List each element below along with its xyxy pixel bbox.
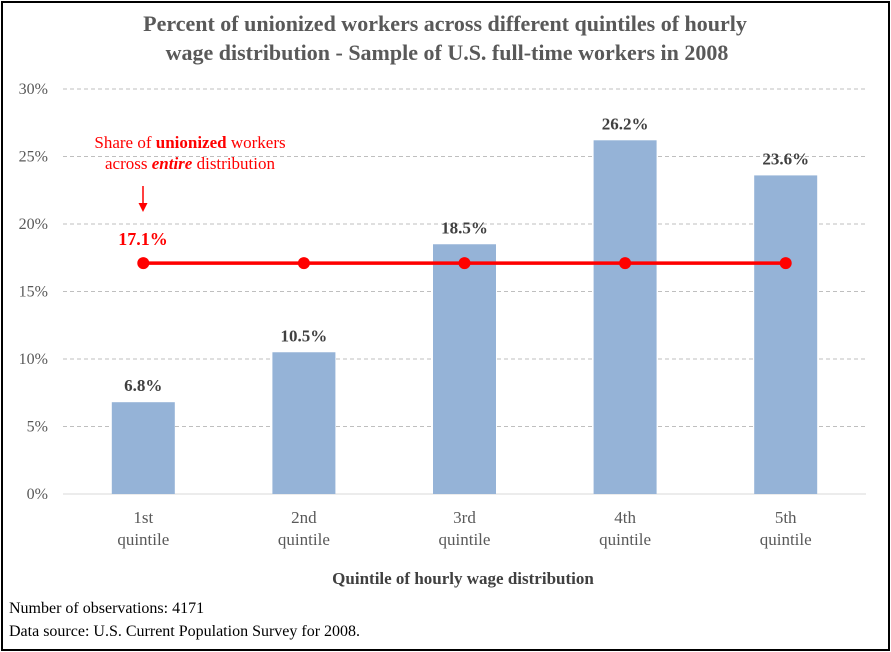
data-label: 23.6% (762, 149, 809, 168)
data-label: 10.5% (281, 326, 328, 345)
annotation-arrow (138, 186, 148, 212)
category-label: 3rd (453, 508, 476, 527)
reference-marker (619, 257, 632, 270)
x-axis-title: Quintile of hourly wage distribution (332, 569, 594, 588)
category-label: quintile (760, 530, 812, 549)
reference-marker (458, 257, 471, 270)
data-label: 18.5% (441, 218, 488, 237)
reference-marker (779, 257, 792, 270)
bar (272, 352, 336, 494)
y-axis-ticks: 0% 5% 10% 15% 20% 25% 30% (19, 81, 48, 503)
y-tick-label: 30% (19, 81, 48, 98)
bar (433, 244, 496, 494)
data-labels: 6.8% 10.5% 18.5% 26.2% 23.6% (124, 114, 809, 395)
reference-marker (297, 257, 310, 270)
y-tick-label: 25% (19, 149, 48, 166)
reference-annotation-line2: across entire distribution (105, 154, 275, 173)
category-label: 4th (614, 508, 636, 527)
y-tick-label: 20% (19, 216, 48, 233)
category-label: 2nd (291, 508, 317, 527)
data-source-note: Data source: U.S. Current Population Sur… (9, 623, 360, 640)
category-label: quintile (278, 530, 330, 549)
chart-title-line2: wage distribution - Sample of U.S. full-… (166, 40, 729, 65)
bar (111, 402, 175, 494)
category-label: 1st (133, 508, 153, 527)
data-label: 26.2% (602, 114, 649, 133)
category-label: quintile (439, 530, 491, 549)
data-label: 6.8% (124, 376, 162, 395)
category-label: quintile (117, 530, 169, 549)
chart-title-line1: Percent of unionized workers across diff… (143, 11, 747, 36)
reference-value-label: 17.1% (118, 229, 168, 249)
y-tick-label: 10% (19, 351, 48, 368)
y-tick-label: 15% (19, 284, 48, 301)
category-label: quintile (599, 530, 651, 549)
y-tick-label: 5% (27, 419, 48, 436)
reference-marker (137, 257, 150, 270)
bar (754, 175, 818, 494)
category-label: 5th (775, 508, 797, 527)
bars (111, 140, 818, 495)
y-tick-label: 0% (27, 486, 48, 503)
reference-line (137, 257, 792, 270)
observations-note: Number of observations: 4171 (9, 600, 204, 617)
bar (593, 140, 657, 495)
category-labels: 1st quintile 2nd quintile 3rd quintile 4th quin… (117, 508, 811, 549)
reference-annotation-line1: Share of unionized workers (94, 133, 285, 152)
